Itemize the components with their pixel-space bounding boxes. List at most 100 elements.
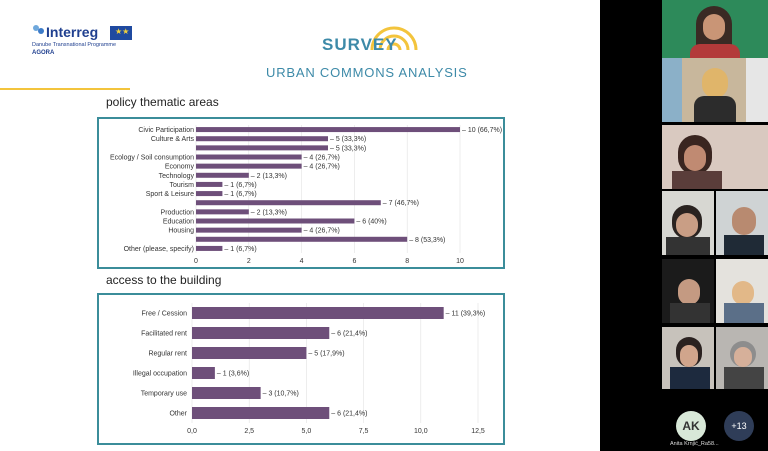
- bar: [192, 367, 215, 379]
- interreg-mark-icon: [33, 25, 44, 34]
- interreg-logo: Interreg ★★ Danube Transnational Program…: [30, 24, 140, 60]
- participant-tile[interactable]: [716, 191, 768, 255]
- x-tick-label: 5,0: [302, 428, 312, 435]
- x-tick-label: 10,0: [414, 428, 428, 435]
- category-label: Production: [161, 209, 195, 216]
- slide-subtitle: URBAN COMMONS ANALYSIS: [266, 65, 468, 80]
- participant-tile[interactable]: [662, 191, 714, 255]
- participant-row: [662, 327, 768, 389]
- slide-title: SURVEY: [322, 35, 398, 54]
- participant-tile[interactable]: [662, 0, 768, 64]
- presentation-slide: Interreg ★★ Danube Transnational Program…: [0, 0, 600, 451]
- participant-name-ak: Anita Krnjić_Ra58...: [670, 441, 719, 447]
- data-label: – 1 (6,7%): [224, 246, 256, 253]
- participant-row: [662, 259, 768, 323]
- logo-brand: Interreg: [46, 24, 99, 40]
- category-label: Other (please, specify): [124, 246, 194, 253]
- participant-tile[interactable]: [662, 125, 768, 189]
- data-label: – 6 (21,4%): [331, 411, 367, 418]
- bar: [192, 307, 444, 319]
- category-label: Facilitated rent: [141, 331, 187, 338]
- category-label: Sport & Leisure: [146, 191, 194, 198]
- category-label: Free / Cession: [141, 311, 187, 318]
- accent-line: [0, 88, 130, 90]
- data-label: – 1 (6,7%): [224, 182, 256, 189]
- bar: [196, 236, 408, 242]
- bar: [192, 387, 261, 399]
- data-label: – 5 (33,3%): [330, 136, 366, 143]
- data-label: – 4 (26,7%): [304, 155, 340, 162]
- participant-tile[interactable]: [716, 327, 768, 389]
- participant-tile[interactable]: [662, 259, 714, 323]
- x-tick-label: 12,5: [471, 428, 485, 435]
- bar: [196, 136, 328, 142]
- category-label: Temporary use: [141, 391, 187, 398]
- category-label: Housing: [168, 228, 194, 235]
- policy-chart-panel: 0 2 4 6 8 10 Civic Participation – 10 (66,7%) Cu…: [97, 117, 505, 269]
- x-tick-label: 2,5: [244, 428, 254, 435]
- bar: [196, 145, 328, 151]
- data-label: – 6 (40%): [356, 219, 386, 226]
- bar: [196, 209, 249, 215]
- data-label: – 2 (13,3%): [251, 173, 287, 180]
- data-label: – 1 (3,6%): [217, 371, 249, 378]
- survey-arc-icon: [370, 26, 418, 51]
- data-label: – 1 (6,7%): [224, 191, 256, 198]
- category-label: Civic Participation: [138, 127, 194, 134]
- bar: [192, 407, 330, 419]
- data-label: – 6 (21,4%): [331, 331, 367, 338]
- category-label: Illegal occupation: [133, 371, 187, 378]
- participant-tile[interactable]: [716, 259, 768, 323]
- section-title-policy: policy thematic areas: [106, 95, 219, 109]
- bar: [196, 227, 302, 233]
- category-label: Culture & Arts: [151, 136, 195, 143]
- category-label: Education: [163, 219, 194, 226]
- logo-project: AGORA: [32, 50, 55, 56]
- access-chart-panel: 0,0 2,5 5,0 7,5 10,0 12,5 Free / Cession – 11 (…: [97, 293, 505, 445]
- data-label: – 8 (53,3%): [409, 237, 445, 244]
- participant-tile[interactable]: [662, 327, 714, 389]
- participant-avatar-ak[interactable]: AK: [676, 411, 706, 441]
- x-tick-label: 4: [300, 258, 304, 265]
- bar: [196, 181, 223, 187]
- category-label: Economy: [165, 164, 195, 171]
- policy-bar-chart: 0 2 4 6 8 10 Civic Participation – 10 (66,7%) Cu…: [110, 125, 502, 265]
- data-label: – 5 (17,9%): [308, 351, 344, 358]
- data-label: – 4 (26,7%): [304, 164, 340, 171]
- bar: [196, 191, 223, 197]
- category-label: Technology: [159, 173, 195, 180]
- more-participants-button[interactable]: +13: [724, 411, 754, 441]
- data-label: – 7 (46,7%): [383, 200, 419, 207]
- x-tick-label: 0: [194, 258, 198, 265]
- bar: [196, 127, 460, 133]
- bar: [192, 327, 330, 339]
- bar: [196, 163, 302, 169]
- bar: [196, 245, 223, 251]
- bar: [192, 347, 307, 359]
- data-label: – 3 (10,7%): [263, 391, 299, 398]
- section-title-access: access to the building: [106, 273, 222, 287]
- data-label: – 2 (13,3%): [251, 209, 287, 216]
- bar: [196, 172, 249, 178]
- category-label: Regular rent: [148, 351, 187, 358]
- category-label: Other: [169, 411, 187, 418]
- category-label: Tourism: [169, 182, 194, 189]
- logo-program: Danube Transnational Programme: [32, 42, 117, 48]
- bar: [196, 154, 302, 160]
- bar: [196, 218, 355, 224]
- category-label: Ecology / Soil consumption: [110, 155, 194, 162]
- participant-row: [662, 191, 768, 255]
- x-tick-label: 6: [352, 258, 356, 265]
- data-label: – 11 (39,3%): [446, 311, 486, 318]
- data-label: – 4 (26,7%): [304, 228, 340, 235]
- x-tick-label: 7,5: [359, 428, 369, 435]
- x-tick-label: 0,0: [187, 428, 197, 435]
- x-tick-label: 8: [405, 258, 409, 265]
- participant-tile[interactable]: [662, 58, 768, 122]
- bar: [196, 200, 381, 206]
- access-bar-chart: 0,0 2,5 5,0 7,5 10,0 12,5 Free / Cession – 11 (…: [133, 303, 486, 435]
- data-label: – 10 (66,7%): [462, 127, 502, 134]
- x-tick-label: 2: [247, 258, 251, 265]
- eu-flag-icon: ★★: [110, 26, 132, 40]
- x-tick-label: 10: [456, 258, 464, 265]
